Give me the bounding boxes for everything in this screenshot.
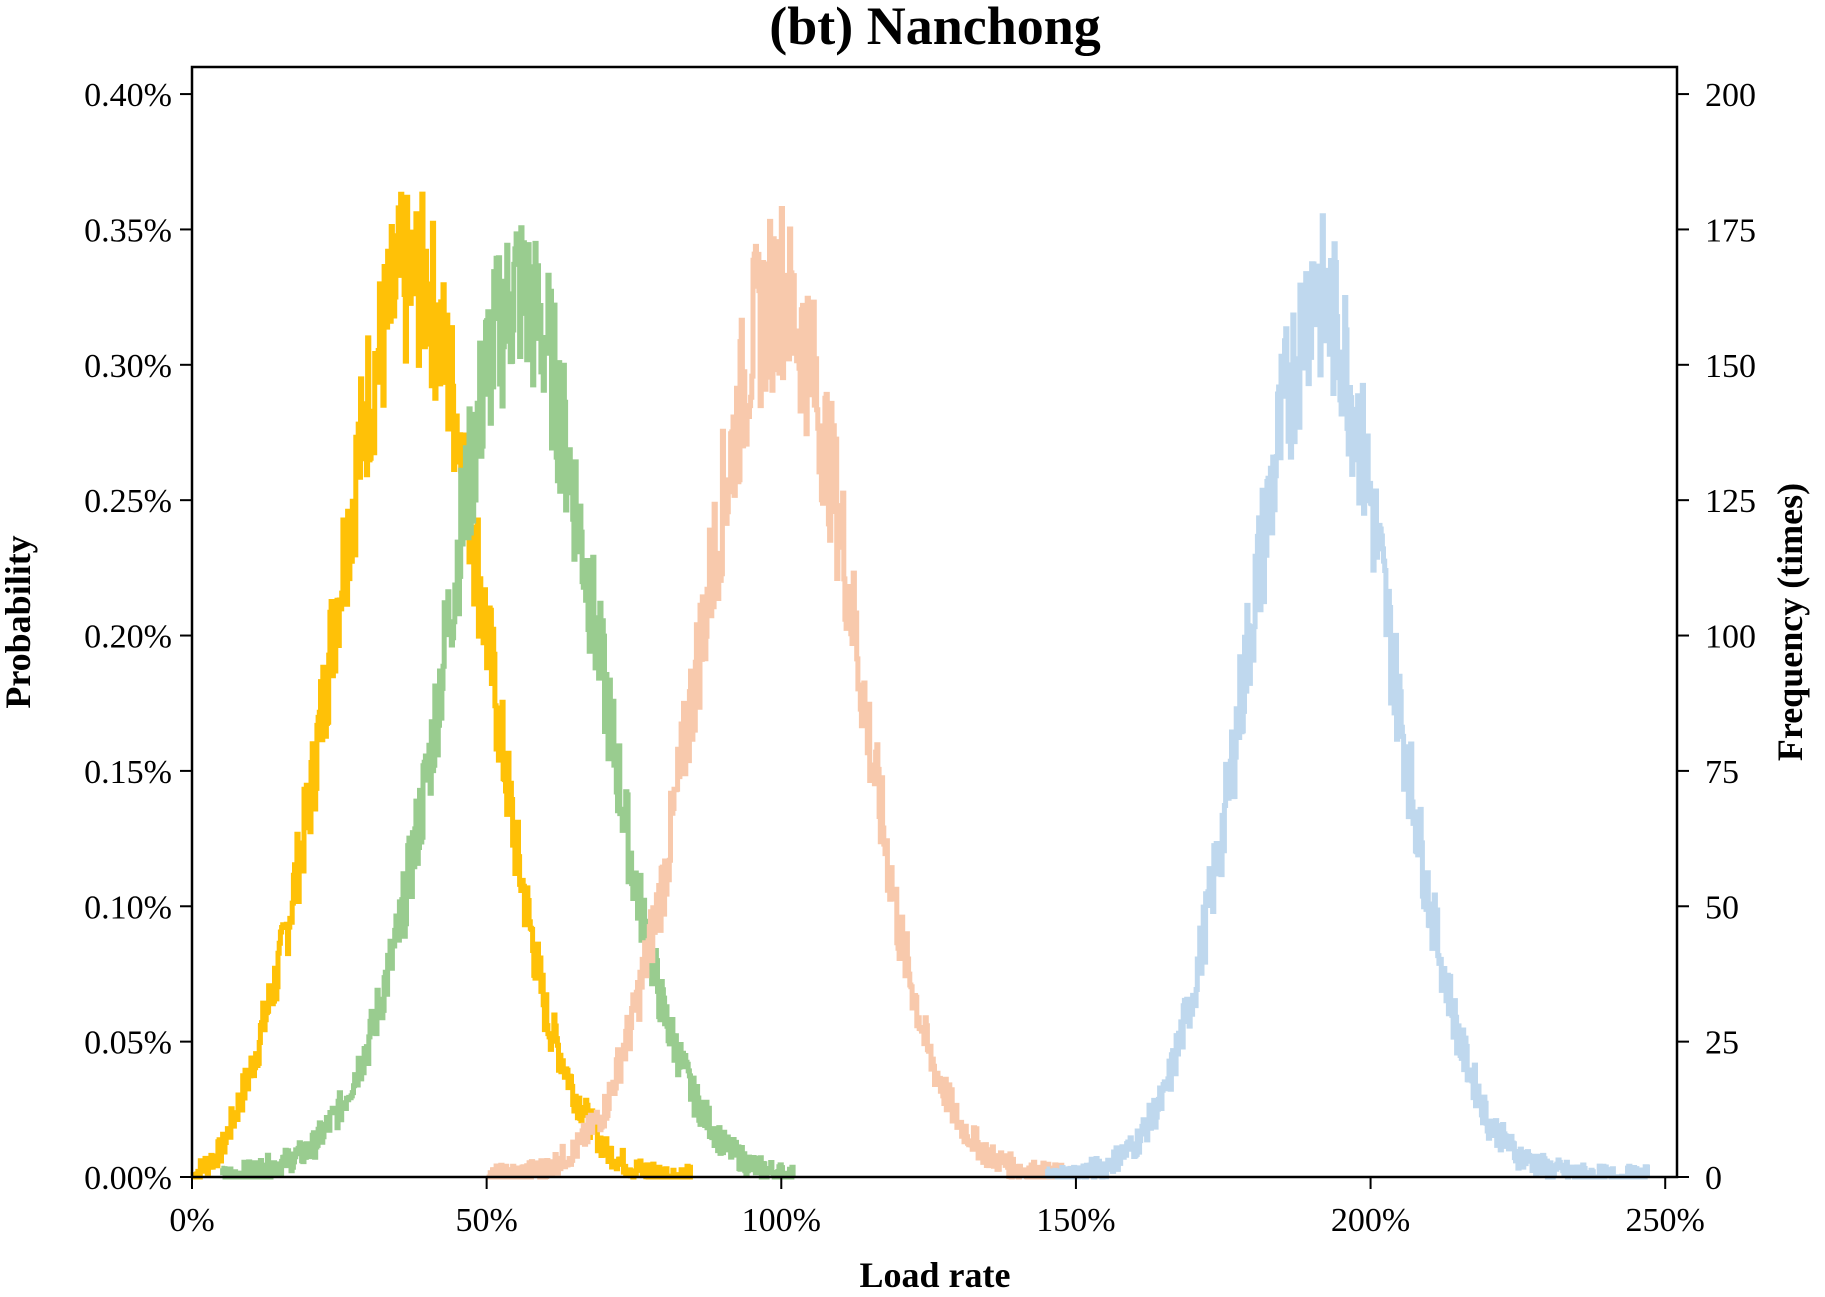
series-line-3 — [486, 206, 1079, 1180]
y-right-tick-label: 100 — [1705, 619, 1756, 656]
series-line-2 — [220, 225, 796, 1180]
x-tick-label: 100% — [742, 1202, 821, 1239]
x-tick-label: 50% — [455, 1202, 517, 1239]
y-right-tick-label: 50 — [1705, 889, 1739, 926]
series-line-1 — [190, 191, 693, 1180]
y-axis-left: 0.00% 0.05% 0.10% 0.15% 0.20% 0.25% 0.30% 0.35%… — [84, 77, 192, 1197]
plot-frame — [190, 65, 1679, 1179]
y-right-tick-label: 200 — [1705, 77, 1756, 114]
y-left-tick-label: 0.20% — [84, 619, 172, 656]
y-right-tick-label: 175 — [1705, 212, 1756, 249]
y-right-tick-label: 0 — [1705, 1160, 1722, 1197]
series-line-4 — [1045, 213, 1650, 1180]
y-left-tick-label: 0.00% — [84, 1160, 172, 1197]
series-layer — [190, 191, 1650, 1180]
y-right-tick-label: 150 — [1705, 348, 1756, 385]
y-left-tick-label: 0.10% — [84, 889, 172, 926]
y-right-tick-label: 75 — [1705, 754, 1739, 791]
x-tick-label: 250% — [1626, 1202, 1705, 1239]
y-left-tick-label: 0.15% — [84, 754, 172, 791]
y-left-tick-label: 0.25% — [84, 483, 172, 520]
y-right-tick-label: 125 — [1705, 483, 1756, 520]
y-axis-right: 0 25 50 75 100 125 150 175 200 — [1677, 77, 1756, 1197]
x-tick-label: 150% — [1036, 1202, 1115, 1239]
y-left-tick-label: 0.40% — [84, 77, 172, 114]
y-axis-right-title: Frequency (times) — [1770, 483, 1810, 761]
x-axis-title: Load rate — [860, 1255, 1011, 1295]
x-tick-label: 0% — [169, 1202, 214, 1239]
x-tick-label: 200% — [1331, 1202, 1410, 1239]
chart-title: (bt) Nanchong — [769, 0, 1101, 56]
x-axis: 0% 50% 100% 150% 200% 250% — [169, 1177, 1705, 1239]
y-axis-left-title: Probability — [0, 535, 38, 708]
y-left-tick-label: 0.35% — [84, 212, 172, 249]
y-left-tick-label: 0.30% — [84, 348, 172, 385]
y-left-tick-label: 0.05% — [84, 1025, 172, 1062]
y-right-tick-label: 25 — [1705, 1025, 1739, 1062]
